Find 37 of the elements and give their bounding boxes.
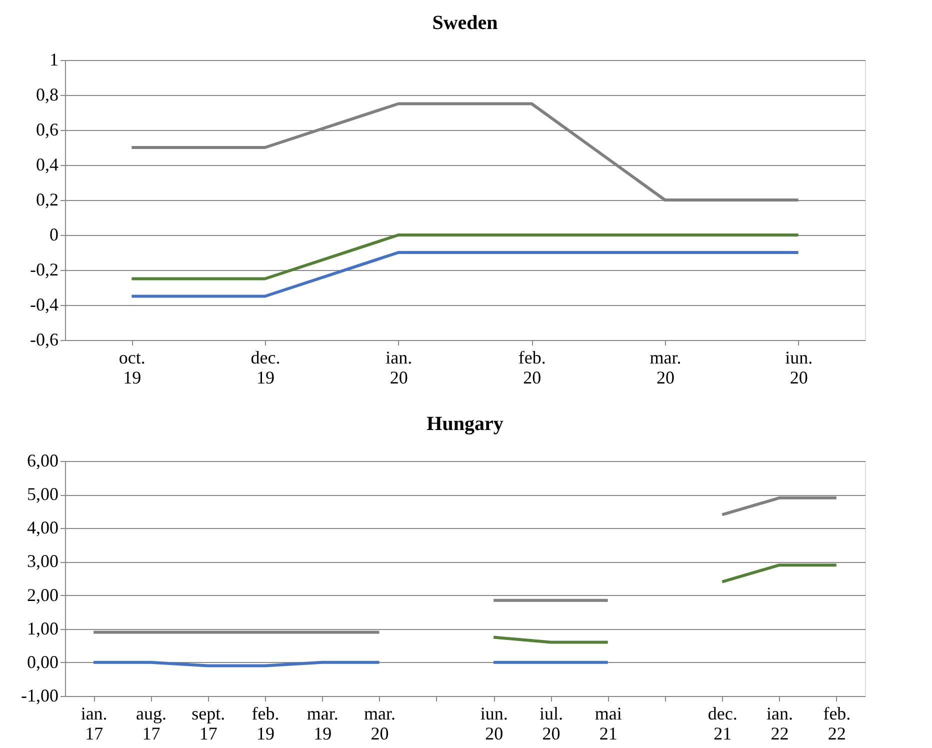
y-tick-label: 1 xyxy=(50,50,58,70)
x-tick-label: iun. 20 xyxy=(480,704,508,744)
y-tick-label: 0,8 xyxy=(36,84,58,104)
x-tick-label: dec. 19 xyxy=(250,348,280,388)
chart-title: Hungary xyxy=(426,413,504,435)
x-tick-label: feb. 20 xyxy=(518,348,546,388)
x-tick-label: ian. 17 xyxy=(80,704,108,744)
y-tick-label: -1,00 xyxy=(21,686,58,706)
y-tick-label: -0,4 xyxy=(30,294,58,314)
y-tick-label: 0,00 xyxy=(27,652,58,672)
x-tick-label: ian. 22 xyxy=(766,704,794,744)
y-tick-label: 4,00 xyxy=(27,518,58,538)
x-tick-label: iul. 20 xyxy=(539,704,563,744)
x-tick-label: aug. 17 xyxy=(136,704,166,744)
y-tick-label: 0,6 xyxy=(36,120,58,140)
x-tick-label: oct. 19 xyxy=(118,348,146,388)
x-tick-label: mar. 20 xyxy=(650,348,682,388)
x-tick-label: mar. 20 xyxy=(364,704,396,744)
y-tick-label: -0,6 xyxy=(30,330,58,350)
y-tick-label: 0,4 xyxy=(36,154,58,174)
x-tick-label: iun. 20 xyxy=(785,348,813,388)
y-tick-label: 0 xyxy=(50,224,58,244)
x-tick-label: ian. 20 xyxy=(386,348,412,388)
y-tick-label: -0,2 xyxy=(30,260,58,280)
x-tick-label: mai 21 xyxy=(594,704,622,744)
x-tick-label: feb. 22 xyxy=(823,704,851,744)
x-tick-label: sept. 17 xyxy=(192,704,226,744)
x-tick-label: mar. 19 xyxy=(306,704,338,744)
y-tick-label: 5,00 xyxy=(27,484,58,504)
y-tick-label: 2,00 xyxy=(27,584,58,605)
y-tick-label: 6,00 xyxy=(27,450,58,470)
y-tick-label: 3,00 xyxy=(27,551,58,572)
y-tick-label: 0,2 xyxy=(36,190,58,210)
x-tick-label: feb. 19 xyxy=(252,704,280,744)
chart-title: Sweden xyxy=(432,12,498,34)
y-tick-label: 1,00 xyxy=(27,618,58,638)
x-tick-label: dec. 21 xyxy=(708,704,738,744)
